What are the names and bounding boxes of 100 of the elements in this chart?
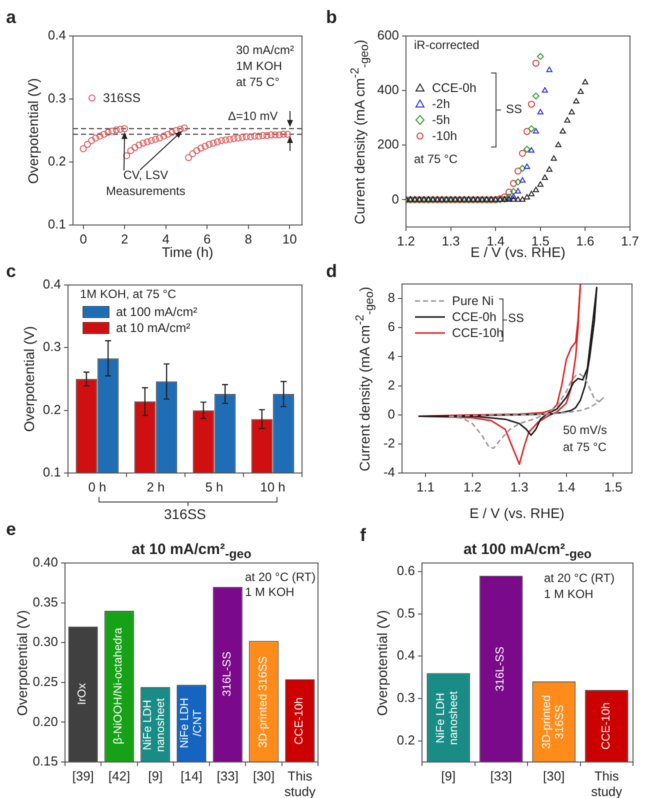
x-tick-label: 2 h xyxy=(146,479,165,494)
legend-label: -5h xyxy=(432,113,450,127)
x-tick-label: 1.7 xyxy=(620,233,640,248)
annotation: 1M KOH xyxy=(236,59,282,75)
y-tick-label: 0.2 xyxy=(42,402,61,417)
x-tick-label: 0 xyxy=(80,231,87,246)
y-tick-label: 0.15 xyxy=(32,754,58,769)
x-tick-label: 2 xyxy=(120,231,128,246)
text: c xyxy=(6,260,16,283)
y-tick-label: 0.3 xyxy=(48,90,66,106)
annotation: IrOx xyxy=(76,683,90,706)
y-tick-label: 6 xyxy=(388,319,395,334)
chart-title: at 100 mA/cm²$_{-geo}$ xyxy=(462,540,593,562)
x-tick-label: 1.4 xyxy=(486,233,505,248)
y-tick-label: -2 xyxy=(383,436,395,450)
x-tick-label: [42] xyxy=(108,768,130,784)
chart-title: at 10 mA/cm²$_{-geo}$ xyxy=(130,540,252,562)
y-tick-label: 0.3 xyxy=(396,690,415,706)
x-tick-label: 1.6 xyxy=(576,233,594,248)
legend-label: 316SS xyxy=(103,91,141,105)
x-tick-label: 1.3 xyxy=(442,233,460,248)
y-tick-label: 2 xyxy=(388,377,395,392)
y-tick-label: 0.1 xyxy=(42,464,61,480)
x-tick-label: 1.2 xyxy=(396,233,416,248)
x-tick-label: 10 h xyxy=(260,479,286,494)
annotation: SS xyxy=(508,311,524,327)
annotation: SS xyxy=(506,102,522,118)
text: e xyxy=(6,518,16,541)
legend-label: at 100 mA/cm² xyxy=(116,305,198,319)
x-tick-label: 0 h xyxy=(88,479,106,494)
x-tick-label: 5 h xyxy=(205,479,224,494)
x-axis-title: Time (h) xyxy=(162,244,214,260)
y-tick-label: 8 xyxy=(388,290,395,306)
x-tick-label: 1.5 xyxy=(531,233,550,248)
y-axis-title: Overpotential (V) xyxy=(24,78,42,184)
y-tick-label: 0.35 xyxy=(32,594,58,610)
annotation: iR-corrected xyxy=(414,38,480,54)
y-tick-label: 4 xyxy=(388,348,395,364)
x-tick-label: [14] xyxy=(180,768,202,784)
annotation: NiFe LDH nanosheet xyxy=(142,698,168,752)
x-tick-label: [9] xyxy=(148,768,163,784)
annotation: 1 M KOH xyxy=(544,587,594,603)
x-tick-label: 4 xyxy=(162,231,170,246)
legend-label: -10h xyxy=(432,129,458,143)
annotation: 1M KOH, at 75 °C xyxy=(80,287,176,303)
y-tick-label: 0.25 xyxy=(32,674,58,689)
legend-label: CCE-0h xyxy=(432,81,476,95)
y-axis-title: Overpotential (V) xyxy=(372,610,391,716)
annotation: CCE-10h xyxy=(600,702,614,750)
annotation: CV, LSV Measurements xyxy=(106,168,186,200)
text: f xyxy=(360,524,366,547)
annotation: 3D-printed 316SS xyxy=(257,656,270,748)
y-tick-label: 200 xyxy=(377,136,399,152)
annotation: at 20 °C (RT) xyxy=(245,570,316,586)
y-tick-label: 0.2 xyxy=(396,732,415,748)
y-axis-title: Overpotential (V) xyxy=(20,326,38,432)
text: d xyxy=(326,260,337,283)
y-tick-label: 0.4 xyxy=(48,28,66,43)
annotation: 316L-SS xyxy=(221,652,234,697)
x-tick-label: 1.4 xyxy=(557,479,576,494)
x-axis-title: E / V (vs. RHE) xyxy=(468,504,566,522)
y-tick-label: 0.3 xyxy=(42,339,61,354)
annotation: at 75 C° xyxy=(236,75,280,91)
y-tick-label: 0.5 xyxy=(396,605,415,620)
x-tick-label: 1.3 xyxy=(510,479,528,494)
y-tick-label: 0.4 xyxy=(396,648,415,663)
x-tick-label: 6 xyxy=(203,231,211,246)
x-tick-label: 8 xyxy=(244,231,252,246)
legend-label: at 10 mA/cm² xyxy=(116,321,190,335)
x-tick-label: [9] xyxy=(441,768,456,784)
x-axis-title: 316SS xyxy=(162,505,208,524)
y-axis-title: Overpotential (V) xyxy=(12,610,31,716)
annotation: CCE-10h xyxy=(293,696,306,744)
x-tick-label: 1.1 xyxy=(416,479,435,494)
annotation: NiFe LDH /CNT xyxy=(178,698,204,749)
legend-label: CCE-0h xyxy=(452,310,496,324)
x-tick-label: [39] xyxy=(72,768,94,784)
annotation: Δ=10 mV xyxy=(228,109,278,125)
legend-label: Pure Ni xyxy=(452,294,494,308)
annotation: 3D-printed 316SS xyxy=(540,694,567,749)
legend-label: CCE-10h xyxy=(452,326,504,340)
y-tick-label: 0.1 xyxy=(48,216,66,232)
y-tick-label: 0.4 xyxy=(42,276,61,292)
x-tick-label: 1.2 xyxy=(463,479,482,494)
annotation: 1 M KOH xyxy=(245,585,294,601)
x-tick-label: [30] xyxy=(543,768,565,784)
y-tick-label: 400 xyxy=(377,82,399,98)
annotation: at 75 °C xyxy=(563,440,606,456)
y-tick-label: 0.6 xyxy=(396,563,415,578)
legend-label: -2h xyxy=(432,97,450,111)
y-tick-label: 0 xyxy=(388,406,395,422)
x-tick-label: 10 xyxy=(282,231,297,246)
annotation: 30 mA/cm² xyxy=(236,43,294,59)
y-tick-label: 0.30 xyxy=(32,634,58,650)
y-tick-label: 0.20 xyxy=(32,714,58,729)
y-tick-label: 0 xyxy=(392,191,399,206)
y-tick-label: 0.2 xyxy=(48,154,66,169)
x-tick-label: [33] xyxy=(216,768,238,784)
annotation: at 20 °C (RT) xyxy=(544,571,615,587)
y-tick-label: 0.40 xyxy=(32,554,58,570)
